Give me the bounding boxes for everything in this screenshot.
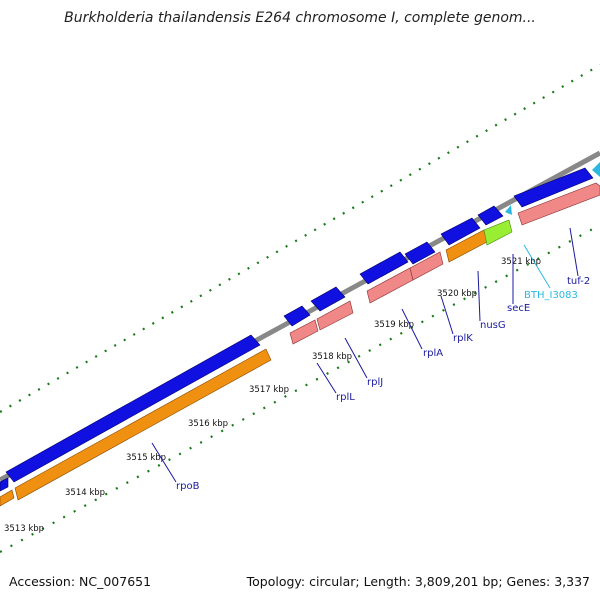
gene-label-bth-i3083[interactable]: BTH_I3083 [524,290,578,301]
cds-feature[interactable] [404,241,436,265]
outer-tick-arc [0,64,600,413]
cds-feature[interactable] [359,251,409,285]
gene-labels[interactable]: rpoB rplL rplJ rplA rplK nusG secE BTH_I… [176,276,590,492]
kbp-label: 3513 kbp [4,524,44,534]
gene-track[interactable] [0,182,600,507]
leader-lines [151,227,579,483]
gene-feature[interactable] [289,319,319,345]
cds-feature[interactable] [5,334,261,483]
kbp-label: 3518 kbp [312,352,352,362]
kbp-label: 3514 kbp [65,488,105,498]
gene-label-rplK[interactable]: rplK [453,333,473,344]
kbp-labels: 3513 kbp 3514 kbp 3515 kbp 3516 kbp 3517… [4,257,541,534]
accession-text: Accession: NC_007651 [9,574,152,589]
cds-feature[interactable] [310,286,346,312]
kbp-label: 3519 kbp [374,320,414,330]
cds-feature[interactable] [477,205,504,226]
cds-feature[interactable] [513,167,594,208]
cds-feature-cyan[interactable] [592,162,600,177]
gene-label-rpoB[interactable]: rpoB [176,481,200,492]
cds-feature-cyan[interactable] [505,205,512,215]
kbp-label: 3517 kbp [249,385,289,395]
gene-label-tuf-2[interactable]: tuf-2 [567,276,590,287]
kbp-label: 3520 kbp [437,289,477,299]
gene-label-rplA[interactable]: rplA [423,348,443,359]
gene-feature[interactable] [409,251,444,281]
gene-feature[interactable] [316,300,354,331]
cds-feature[interactable] [0,477,9,492]
leader-line-cyan [523,244,551,289]
cds-feature[interactable] [440,217,481,246]
kbp-label: 3516 kbp [188,419,228,429]
gene-label-secE[interactable]: secE [507,303,530,314]
gene-label-rplL[interactable]: rplL [336,392,355,403]
gene-label-rplJ[interactable]: rplJ [367,377,383,388]
kbp-label: 3521 kbp [501,257,541,267]
cds-feature[interactable] [283,305,311,327]
gene-label-nusG[interactable]: nusG [480,320,506,331]
gene-feature[interactable] [517,182,600,226]
inner-tick-arc [0,224,600,553]
cds-track[interactable] [0,167,594,492]
kbp-label: 3515 kbp [126,453,166,463]
map-title: Burkholderia thailandensis E264 chromoso… [64,10,536,26]
gene-feature[interactable] [14,348,272,501]
topology-text: Topology: circular; Length: 3,809,201 bp… [246,574,590,589]
gene-feature-green[interactable] [483,219,513,246]
gene-feature[interactable] [0,489,15,507]
